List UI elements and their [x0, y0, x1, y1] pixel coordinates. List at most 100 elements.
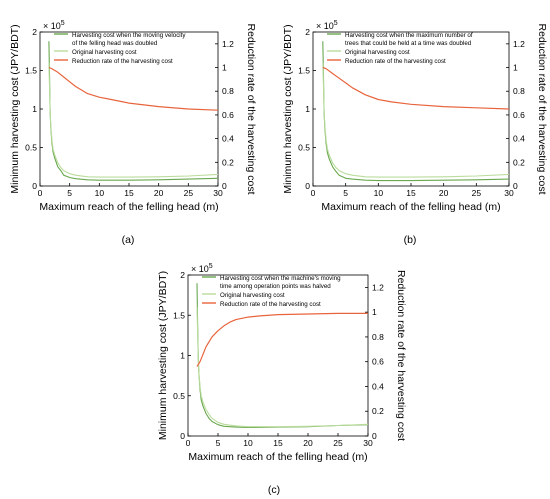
- x-axis-label: Maximum reach of the felling head (m): [39, 201, 218, 213]
- y-right-tick-label: 0.2: [222, 157, 234, 167]
- y-left-tick-label: 1.5: [25, 66, 37, 76]
- x-tick-label: 30: [504, 188, 514, 198]
- series-line-1: [196, 307, 369, 428]
- y-right-tick-label: 0.8: [222, 86, 234, 96]
- x-tick-label: 10: [243, 438, 253, 448]
- legend-label-line: Harvesting cost when the machine's movin…: [220, 275, 341, 282]
- y-left-tick-label: 0: [180, 431, 185, 441]
- y-left-tick-label: 1.5: [298, 66, 310, 76]
- y-right-tick-label: 0.4: [372, 381, 384, 391]
- y-left-tick-label: 0.5: [298, 143, 310, 153]
- legend-label-0: Harvesting cost when the machine's movin…: [220, 275, 341, 290]
- x-tick-label: 15: [124, 188, 134, 198]
- multiplier-base: × 10: [191, 264, 209, 274]
- legend-label-line: Harvesting cost when the moving velocity: [72, 32, 186, 39]
- multiplier-base: × 10: [43, 21, 61, 31]
- legend-label-2: Reduction rate of the harvesting cost: [345, 58, 446, 65]
- panel-caption: (b): [404, 234, 417, 246]
- x-tick-label: 15: [273, 438, 283, 448]
- legend-label-line: Original harvesting cost: [220, 292, 285, 299]
- legend-label-1: Original harvesting cost: [345, 49, 410, 56]
- x-axis-label: Maximum reach of the felling head (m): [321, 201, 500, 213]
- y-right-axis-label: Reduction rate of the harvesting cost: [536, 23, 548, 194]
- y-right-tick-label: 0: [513, 181, 518, 191]
- x-tick-label: 5: [67, 188, 72, 198]
- y-left-tick-label: 1: [305, 104, 310, 114]
- y-right-tick-label: 0.8: [372, 332, 384, 342]
- y-left-tick-label: 0: [32, 181, 37, 191]
- y-right-tick-label: 0.4: [222, 134, 234, 144]
- x-tick-label: 30: [213, 188, 223, 198]
- y-left-tick-label: 2: [305, 27, 310, 37]
- multiplier-base: × 10: [316, 21, 334, 31]
- y-right-tick-label: 1: [513, 63, 518, 73]
- y-right-tick-label: 0.2: [372, 406, 384, 416]
- legend-label-line: trees that could be held at a time was d…: [345, 40, 472, 47]
- chart-panel-0: 0 5 10 15 20 25 3000.511.5200.20.40.60.811.2× …: [9, 20, 257, 246]
- y-left-multiplier: × 105: [43, 20, 65, 31]
- x-tick-label: 20: [154, 188, 164, 198]
- y-right-axis-label: Reduction rate of the harvesting cost: [395, 270, 407, 441]
- panel-caption: (c): [268, 484, 280, 496]
- y-right-tick-label: 0.2: [513, 157, 525, 167]
- x-tick-label: 0: [186, 438, 191, 448]
- series-line-2: [322, 66, 510, 110]
- y-left-tick-label: 0.5: [25, 143, 37, 153]
- y-right-tick-label: 1.2: [513, 39, 525, 49]
- legend-label-1: Original harvesting cost: [220, 292, 285, 299]
- y-right-tick-label: 0.8: [513, 86, 525, 96]
- y-left-tick-label: 1: [32, 104, 37, 114]
- y-right-tick-label: 0: [222, 181, 227, 191]
- y-left-tick-label: 1.5: [173, 310, 185, 320]
- y-right-axis-label: Reduction rate of the harvesting cost: [245, 23, 257, 194]
- y-left-axis-label: Minimum harvesting cost (JPY/BDT): [282, 24, 294, 193]
- legend-label-1: Original harvesting cost: [72, 49, 137, 56]
- x-tick-label: 0: [38, 188, 43, 198]
- plot-frame: [312, 31, 510, 187]
- multiplier-exponent: 5: [209, 263, 213, 270]
- panel-caption: (a): [122, 234, 135, 246]
- y-left-tick-label: 0.5: [173, 391, 185, 401]
- y-left-tick-label: 1: [180, 351, 185, 361]
- y-right-tick-label: 0.6: [222, 110, 234, 120]
- y-left-multiplier: × 105: [316, 20, 338, 31]
- y-left-axis-label: Minimum harvesting cost (JPY/BDT): [157, 271, 169, 440]
- series-line-1: [48, 62, 219, 178]
- series-line-1: [322, 62, 510, 178]
- legend-label-2: Reduction rate of the harvesting cost: [220, 301, 321, 308]
- legend-label-line: Reduction rate of the harvesting cost: [345, 58, 446, 65]
- legend-label-line: of the felling head was doubled: [72, 40, 158, 47]
- series-line-2: [48, 66, 219, 111]
- multiplier-exponent: 5: [61, 20, 65, 27]
- chart-panel-2: 0 5 10 15 20 25 3000.511.5200.20.40.60.811.2× …: [157, 263, 407, 496]
- y-left-tick-label: 0: [305, 181, 310, 191]
- legend-label-0: Harvesting cost when the moving velocity…: [72, 32, 186, 47]
- y-right-tick-label: 0.4: [513, 134, 525, 144]
- y-left-multiplier: × 105: [191, 263, 213, 274]
- chart-panel-1: 0 5 10 15 20 25 3000.511.5200.20.40.60.811.2× …: [282, 20, 548, 246]
- y-left-tick-label: 2: [32, 27, 37, 37]
- legend-label-2: Reduction rate of the harvesting cost: [72, 58, 173, 65]
- legend-label-line: Original harvesting cost: [345, 49, 410, 56]
- y-right-tick-label: 0: [372, 431, 377, 441]
- y-right-tick-label: 0.6: [513, 110, 525, 120]
- legend-label-line: Reduction rate of the harvesting cost: [220, 301, 321, 308]
- y-right-tick-label: 0.6: [372, 357, 384, 367]
- y-left-axis-label: Minimum harvesting cost (JPY/BDT): [9, 24, 21, 193]
- x-tick-label: 5: [216, 438, 221, 448]
- series-line-2: [196, 312, 368, 367]
- x-tick-label: 0: [311, 188, 316, 198]
- legend-label-line: time among operation points was halved: [220, 283, 331, 290]
- y-right-tick-label: 1: [372, 307, 377, 317]
- y-left-tick-label: 2: [180, 270, 185, 280]
- x-axis-label: Maximum reach of the felling head (m): [188, 451, 367, 463]
- multiplier-exponent: 5: [334, 20, 338, 27]
- x-tick-label: 25: [184, 188, 194, 198]
- y-right-tick-label: 1.2: [372, 282, 384, 292]
- x-tick-label: 15: [406, 188, 416, 198]
- y-right-tick-label: 1.2: [222, 39, 234, 49]
- x-tick-label: 25: [472, 188, 482, 198]
- legend-label-0: Harvesting cost when the maximum number …: [345, 32, 473, 47]
